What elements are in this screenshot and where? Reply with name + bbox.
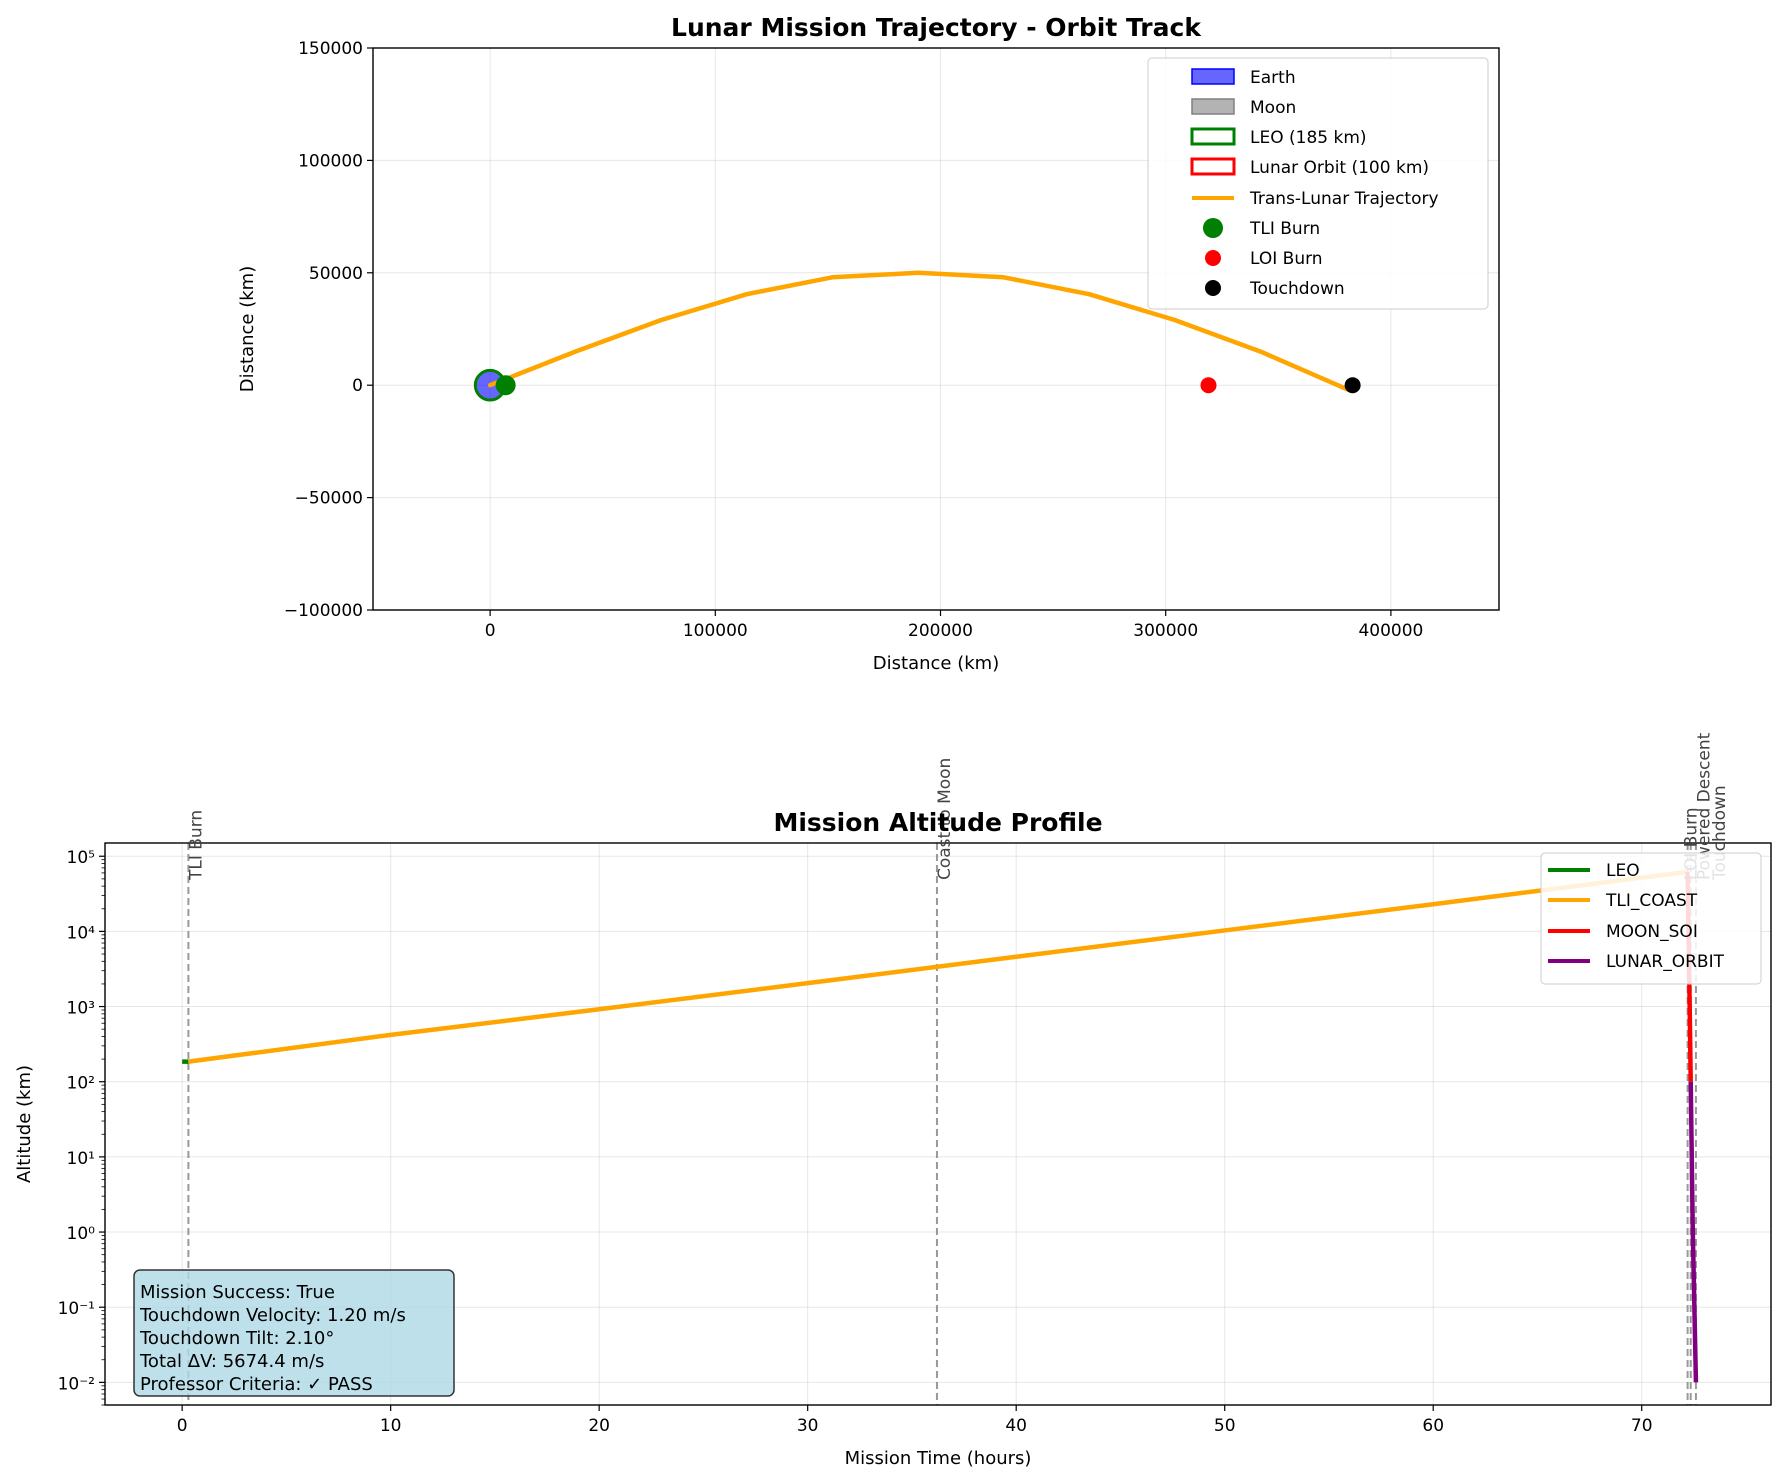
orbit-track-xtick-label: 200000 — [908, 621, 973, 641]
legend-loi-label: LOI Burn — [1250, 249, 1323, 269]
altitude-ytick-label: 10³ — [67, 999, 95, 1019]
legend-loi-marker — [1205, 250, 1221, 266]
altitude-profile-xlabel: Mission Time (hours) — [845, 1448, 1032, 1469]
orbit-track-xtick-label: 400000 — [1358, 621, 1423, 641]
altitude-profile-legend-frame — [1540, 852, 1762, 985]
legend-leo-swatch — [1190, 127, 1236, 146]
info-touchdown-tilt: Touchdown Tilt: 2.10° — [139, 1328, 334, 1349]
orbit-track-ytick-label: 0 — [352, 376, 363, 396]
orbit-track-title: Lunar Mission Trajectory - Orbit Track — [671, 13, 1202, 42]
orbit-track-ytick-label: −100000 — [284, 601, 363, 621]
orbit-track-xlabel: Distance (km) — [873, 653, 999, 674]
altitude-ytick-label: 10⁻² — [58, 1374, 95, 1394]
legend-touchdown-label: Touchdown — [1249, 279, 1345, 299]
trans-lunar-trajectory-line — [487, 270, 1351, 392]
altitude-profile-chart: 0 10 20 30 40 50 60 70 10⁻² 10⁻¹ 10⁰ 10¹ 10² 10³ 10⁴ 10… — [14, 732, 1772, 1469]
info-mission-success: Mission Success: True — [140, 1282, 335, 1303]
mission-info-box: Mission Success: True Touchdown Velocity… — [133, 1269, 455, 1397]
tli-coast-series-line — [188, 869, 1688, 1064]
altitude-ytick-label: 10⁰ — [67, 1224, 96, 1244]
legend-tli-label: TLI Burn — [1249, 219, 1320, 239]
orbit-track-ylabel: Distance (km) — [237, 266, 258, 392]
info-total-delta-v: Total ΔV: 5674.4 m/s — [139, 1351, 324, 1372]
orbit-track-legend: Earth Moon LEO (185 km) Lunar Orbit (100… — [1147, 57, 1489, 310]
altitude-profile-title: Mission Altitude Profile — [773, 808, 1102, 837]
altitude-xtick-label: 70 — [1631, 1416, 1653, 1436]
orbit-track-plot-area — [473, 270, 1361, 402]
altitude-profile-ticks: 0 10 20 30 40 50 60 70 10⁻² 10⁻¹ 10⁰ 10¹ 10² 10³ 10⁴ 10… — [58, 848, 1653, 1436]
legend-trajectory-label: Trans-Lunar Trajectory — [1249, 189, 1439, 209]
orbit-track-ytick-label: −50000 — [295, 489, 363, 509]
altitude-xtick-label: 40 — [1005, 1416, 1027, 1436]
legend-tli-marker — [1203, 218, 1223, 238]
altitude-xtick-label: 50 — [1214, 1416, 1236, 1436]
altitude-ytick-label: 10⁻¹ — [58, 1299, 95, 1319]
altitude-xtick-label: 10 — [380, 1416, 402, 1436]
legend-moon-swatch — [1191, 98, 1235, 115]
event-label: Powered Descent — [1695, 732, 1715, 880]
orbit-track-xtick-label: 300000 — [1133, 621, 1198, 641]
orbit-track-ytick-label: 100000 — [298, 151, 363, 171]
legend-leo-phase-label: LEO — [1606, 861, 1640, 881]
info-professor-criteria: Professor Criteria: ✓ PASS — [140, 1374, 373, 1395]
legend-lunar-orbit-phase-label: LUNAR_ORBIT — [1606, 952, 1725, 972]
altitude-xtick-label: 20 — [588, 1416, 610, 1436]
legend-lunar-orbit-label: Lunar Orbit (100 km) — [1250, 158, 1429, 178]
legend-moon-soi-label: MOON_SOI — [1606, 922, 1698, 942]
legend-touchdown-marker — [1205, 280, 1221, 296]
orbit-track-axes-frame — [372, 47, 1500, 611]
altitude-ytick-label: 10² — [67, 1074, 95, 1094]
altitude-profile-legend: LEO TLI_COAST MOON_SOI LUNAR_ORBIT — [1540, 852, 1762, 985]
altitude-xtick-label: 30 — [797, 1416, 819, 1436]
altitude-xtick-label: 60 — [1422, 1416, 1444, 1436]
legend-earth-label: Earth — [1250, 68, 1296, 88]
altitude-ytick-label: 10⁵ — [67, 848, 95, 868]
loi-burn-point — [1200, 377, 1217, 394]
event-label: TLI Burn — [186, 810, 206, 881]
altitude-ytick-label: 10⁴ — [67, 923, 96, 943]
altitude-xtick-label: 0 — [177, 1416, 188, 1436]
legend-leo-label: LEO (185 km) — [1250, 128, 1367, 148]
orbit-track-ytick-label: 150000 — [298, 39, 363, 59]
event-label: Coast to Moon — [935, 758, 955, 880]
tli-burn-point — [495, 375, 516, 396]
legend-lunar-orbit-swatch — [1190, 157, 1236, 176]
altitude-ytick-label: 10¹ — [67, 1149, 95, 1169]
lunar-orbit-series-line — [1688, 1081, 1699, 1383]
altitude-profile-axes-frame — [104, 842, 1772, 1406]
legend-earth-swatch — [1191, 68, 1235, 85]
touchdown-point — [1344, 377, 1361, 394]
mission-info-box-frame — [133, 1269, 455, 1397]
orbit-track-legend-frame — [1147, 57, 1489, 310]
orbit-track-ticks: 0 100000 200000 300000 400000 −100000 −50000 0 5… — [284, 39, 1423, 641]
orbit-track-chart: 0 100000 200000 300000 400000 −100000 −50000 0 5… — [237, 13, 1500, 674]
legend-moon-label: Moon — [1250, 98, 1296, 118]
orbit-track-xtick-label: 100000 — [683, 621, 748, 641]
orbit-track-ytick-label: 50000 — [309, 264, 363, 284]
legend-tli-coast-label: TLI_COAST — [1605, 891, 1698, 911]
orbit-track-xtick-label: 0 — [485, 621, 496, 641]
info-touchdown-velocity: Touchdown Velocity: 1.20 m/s — [139, 1305, 406, 1326]
altitude-profile-ylabel: Altitude (km) — [14, 1065, 35, 1183]
